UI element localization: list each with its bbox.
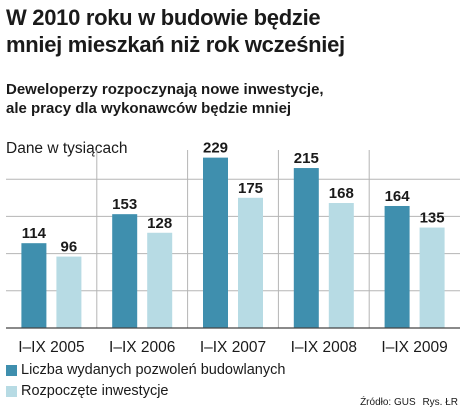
data-label-permits: 114 — [22, 225, 47, 242]
bar-started — [56, 256, 82, 328]
data-label-started: 175 — [238, 180, 263, 197]
bar-chart: 114 96 I–IX 2005 153 128 I–IX 2006 229 175 I–IX … — [6, 140, 460, 356]
data-label-permits: 164 — [385, 188, 411, 205]
data-label-started: 96 — [61, 239, 78, 256]
bar-started — [147, 232, 173, 328]
x-tick-label: I–IX 2009 — [381, 339, 447, 356]
legend-label-permits: Liczba wydanych pozwoleń budowlanych — [21, 362, 286, 378]
data-label-permits: 229 — [203, 140, 228, 157]
x-tick-label: I–IX 2005 — [18, 339, 84, 356]
legend-item-permits: Liczba wydanych pozwoleń budowlanych — [6, 360, 285, 381]
legend-label-started: Rozpoczęte inwestycje — [21, 383, 169, 399]
bar-started — [238, 197, 263, 328]
source-author: Rys. ŁR — [422, 397, 458, 408]
x-tick-label: I–IX 2008 — [291, 339, 357, 356]
x-tick-label: I–IX 2007 — [200, 339, 266, 356]
bar-permits — [112, 214, 138, 328]
bar-permits — [293, 168, 319, 328]
chart-subtitle: Deweloperzy rozpoczynają nowe inwestycje… — [6, 80, 458, 118]
bar-started — [419, 227, 445, 328]
chart-subtitle-line-2: ale pracy dla wykonawców będzie mniej — [6, 100, 292, 117]
data-label-started: 128 — [147, 215, 172, 232]
data-label-permits: 153 — [112, 196, 137, 213]
data-label-permits: 215 — [294, 150, 319, 167]
chart-title: W 2010 roku w budowie będzie mniej miesz… — [6, 4, 456, 58]
data-label-started: 135 — [420, 210, 445, 227]
bar-permits — [203, 157, 228, 328]
bar-started — [328, 203, 354, 328]
bar-permits — [21, 243, 47, 328]
chart-title-line-1: W 2010 roku w budowie będzie — [6, 5, 321, 30]
x-tick-label: I–IX 2006 — [109, 339, 175, 356]
bar-permits — [384, 205, 410, 328]
source-text: Źródło: GUS — [360, 397, 416, 408]
chart-title-line-2: mniej mieszkań niż rok wcześniej — [6, 32, 345, 57]
legend-swatch-permits — [6, 365, 17, 376]
source-note: Źródło: GUS Rys. ŁR — [356, 397, 458, 408]
data-label-started: 168 — [329, 185, 354, 202]
legend: Liczba wydanych pozwoleń budowlanych Roz… — [6, 360, 285, 402]
legend-item-started: Rozpoczęte inwestycje — [6, 381, 285, 402]
legend-swatch-started — [6, 386, 17, 397]
chart-subtitle-line-1: Deweloperzy rozpoczynają nowe inwestycje… — [6, 81, 324, 98]
